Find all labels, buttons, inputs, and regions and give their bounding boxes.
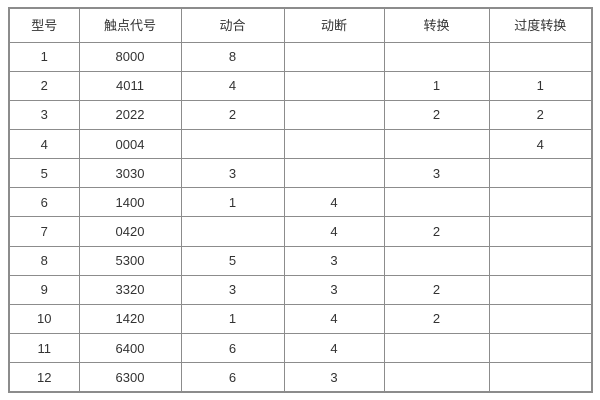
cell-contact-code: 0004 [78, 128, 182, 160]
cell-changeover [383, 41, 490, 72]
cell-normally-closed [283, 99, 385, 130]
cell-normally-closed [283, 128, 385, 160]
cell-contact-code: 5300 [78, 245, 182, 276]
table-row: 5 3030 3 3 [8, 158, 593, 189]
cell-normally-closed: 3 [283, 245, 385, 276]
cell-contact-code: 1420 [78, 303, 182, 335]
cell-model: 6 [8, 187, 80, 218]
cell-changeover: 1 [383, 70, 490, 101]
table-row: 4 0004 4 [8, 128, 593, 160]
cell-model: 3 [8, 99, 80, 130]
table-row: 10 1420 1 4 2 [8, 303, 593, 335]
table-row: 1 8000 8 [8, 41, 593, 72]
cell-model: 1 [8, 41, 80, 72]
cell-normally-open: 3 [180, 274, 285, 305]
cell-changeover [383, 187, 490, 218]
header-cell-normally-open: 动合 [180, 7, 285, 43]
cell-normally-closed: 3 [283, 274, 385, 305]
cell-normally-closed: 4 [283, 216, 385, 247]
table-row: 12 6300 6 3 [8, 362, 593, 393]
cell-transition-changeover [488, 245, 593, 276]
contact-spec-table: 型号 触点代号 动合 动断 转换 过度转换 1 8000 8 2 4011 4 [8, 7, 593, 393]
cell-contact-code: 3030 [78, 158, 182, 189]
cell-normally-open: 8 [180, 41, 285, 72]
header-cell-transition-changeover: 过度转换 [488, 7, 593, 43]
table-row: 3 2022 2 2 2 [8, 99, 593, 130]
cell-model: 10 [8, 303, 80, 335]
cell-transition-changeover: 4 [488, 128, 593, 160]
cell-normally-open: 2 [180, 99, 285, 130]
header-cell-model: 型号 [8, 7, 80, 43]
table-row: 9 3320 3 3 2 [8, 274, 593, 305]
contact-spec-table-container: 型号 触点代号 动合 动断 转换 过度转换 1 8000 8 2 4011 4 [8, 7, 593, 393]
cell-transition-changeover: 2 [488, 99, 593, 130]
cell-normally-open [180, 216, 285, 247]
cell-normally-open: 5 [180, 245, 285, 276]
cell-normally-open: 4 [180, 70, 285, 101]
cell-contact-code: 6400 [78, 333, 182, 364]
cell-changeover [383, 362, 490, 393]
cell-transition-changeover [488, 216, 593, 247]
cell-normally-open: 3 [180, 158, 285, 189]
cell-normally-closed [283, 70, 385, 101]
cell-contact-code: 4011 [78, 70, 182, 101]
header-cell-changeover: 转换 [383, 7, 490, 43]
cell-changeover: 2 [383, 303, 490, 335]
cell-model: 9 [8, 274, 80, 305]
cell-normally-open: 1 [180, 187, 285, 218]
cell-transition-changeover: 1 [488, 70, 593, 101]
cell-contact-code: 2022 [78, 99, 182, 130]
header-row: 型号 触点代号 动合 动断 转换 过度转换 [8, 7, 593, 43]
cell-normally-closed: 4 [283, 187, 385, 218]
cell-transition-changeover [488, 303, 593, 335]
cell-contact-code: 0420 [78, 216, 182, 247]
table-row: 8 5300 5 3 [8, 245, 593, 276]
cell-transition-changeover [488, 362, 593, 393]
cell-model: 12 [8, 362, 80, 393]
cell-transition-changeover [488, 41, 593, 72]
cell-model: 11 [8, 333, 80, 364]
cell-model: 8 [8, 245, 80, 276]
cell-normally-closed [283, 41, 385, 72]
cell-transition-changeover [488, 187, 593, 218]
table-row: 6 1400 1 4 [8, 187, 593, 218]
cell-contact-code: 3320 [78, 274, 182, 305]
cell-changeover: 3 [383, 158, 490, 189]
cell-changeover: 2 [383, 216, 490, 247]
table-row: 7 0420 4 2 [8, 216, 593, 247]
cell-normally-open [180, 128, 285, 160]
cell-model: 2 [8, 70, 80, 101]
header-cell-contact-code: 触点代号 [78, 7, 182, 43]
cell-model: 5 [8, 158, 80, 189]
cell-transition-changeover [488, 333, 593, 364]
table-row: 2 4011 4 1 1 [8, 70, 593, 101]
cell-model: 4 [8, 128, 80, 160]
cell-transition-changeover [488, 158, 593, 189]
cell-contact-code: 8000 [78, 41, 182, 72]
header-cell-normally-closed: 动断 [283, 7, 385, 43]
cell-model: 7 [8, 216, 80, 247]
cell-contact-code: 6300 [78, 362, 182, 393]
cell-normally-open: 1 [180, 303, 285, 335]
cell-normally-closed: 4 [283, 333, 385, 364]
cell-changeover: 2 [383, 274, 490, 305]
cell-changeover [383, 245, 490, 276]
cell-normally-open: 6 [180, 362, 285, 393]
cell-contact-code: 1400 [78, 187, 182, 218]
cell-normally-closed [283, 158, 385, 189]
cell-normally-open: 6 [180, 333, 285, 364]
cell-changeover [383, 128, 490, 160]
cell-changeover [383, 333, 490, 364]
cell-changeover: 2 [383, 99, 490, 130]
cell-transition-changeover [488, 274, 593, 305]
table-row: 11 6400 6 4 [8, 333, 593, 364]
cell-normally-closed: 3 [283, 362, 385, 393]
cell-normally-closed: 4 [283, 303, 385, 335]
